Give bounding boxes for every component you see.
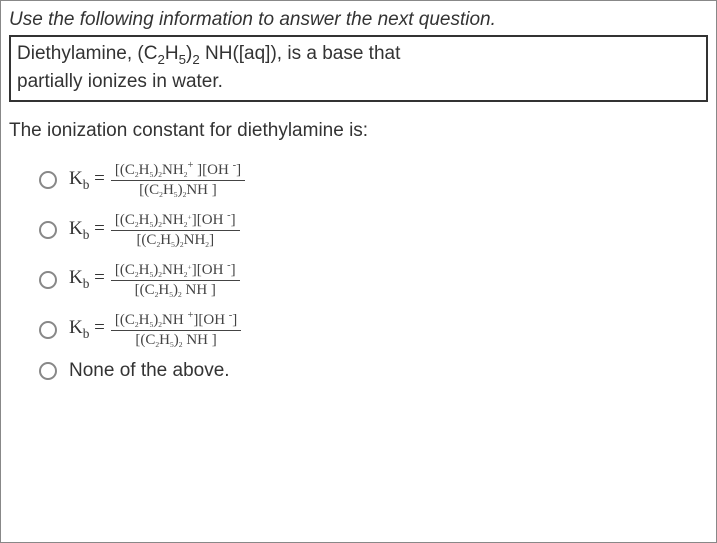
- radio-icon: [39, 321, 57, 339]
- option-3-left: Kb =: [69, 267, 105, 292]
- option-2[interactable]: Kb = [(C2H5)2NH2+][OH -] [(C2H5)2NH2]: [39, 210, 708, 250]
- options-container: Kb = [(C2H5)2NH2+ ][OH -] [(C2H5)2NH ] K…: [9, 160, 708, 382]
- question-page: Use the following information to answer …: [0, 0, 717, 543]
- option-1-fraction: [(C2H5)2NH2+ ][OH -] [(C2H5)2NH ]: [111, 160, 245, 200]
- radio-icon: [39, 171, 57, 189]
- question-stem: The ionization constant for diethylamine…: [9, 120, 708, 142]
- option-4-fraction: [(C2H5)2NH +][OH -] [(C2H5)2 NH ]: [111, 310, 241, 350]
- radio-icon: [39, 362, 57, 380]
- prompt-text: Use the following information to answer …: [9, 9, 708, 31]
- option-1-denominator: [(C2H5)2NH ]: [111, 181, 245, 199]
- option-3-fraction: [(C2H5)2NH2+][OH -] [(C2H5)2 NH ]: [111, 260, 240, 300]
- option-2-denominator: [(C2H5)2NH2]: [111, 231, 240, 249]
- option-4[interactable]: Kb = [(C2H5)2NH +][OH -] [(C2H5)2 NH ]: [39, 310, 708, 350]
- option-5[interactable]: None of the above.: [39, 360, 708, 382]
- option-1-numerator: [(C2H5)2NH2+ ][OH -]: [111, 160, 245, 181]
- option-4-denominator: [(C2H5)2 NH ]: [111, 331, 241, 349]
- option-4-numerator: [(C2H5)2NH +][OH -]: [111, 310, 241, 331]
- option-4-left: Kb =: [69, 317, 105, 342]
- option-1-left: Kb =: [69, 168, 105, 193]
- option-5-text: None of the above.: [69, 360, 230, 382]
- option-1[interactable]: Kb = [(C2H5)2NH2+ ][OH -] [(C2H5)2NH ]: [39, 160, 708, 200]
- radio-icon: [39, 221, 57, 239]
- option-2-numerator: [(C2H5)2NH2+][OH -]: [111, 210, 240, 231]
- option-2-left: Kb =: [69, 218, 105, 243]
- option-3-numerator: [(C2H5)2NH2+][OH -]: [111, 260, 240, 281]
- option-2-fraction: [(C2H5)2NH2+][OH -] [(C2H5)2NH2]: [111, 210, 240, 250]
- option-3-denominator: [(C2H5)2 NH ]: [111, 281, 240, 299]
- radio-icon: [39, 271, 57, 289]
- option-3[interactable]: Kb = [(C2H5)2NH2+][OH -] [(C2H5)2 NH ]: [39, 260, 708, 300]
- info-box: Diethylamine, (C2H5)2 NH([aq]), is a bas…: [9, 35, 708, 102]
